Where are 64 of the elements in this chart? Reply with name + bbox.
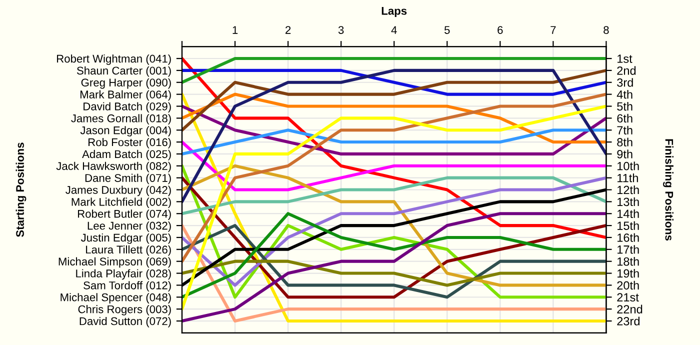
category-label: David Sutton (072) [80, 316, 171, 328]
line-series [182, 92, 606, 144]
y2-tick-label: 7th [617, 126, 632, 134]
line-series [182, 92, 606, 263]
y2-tick-label: 19th [618, 268, 639, 278]
y2-tick-label: 10th [618, 162, 639, 170]
y2-tick-label: 14th [618, 209, 639, 218]
y2-tick-label: 1st [618, 54, 632, 63]
category-label: Linda Playfair (028) [76, 269, 171, 280]
line-series [182, 140, 606, 192]
line-series [182, 68, 606, 132]
y2-tick-label: 11th [618, 174, 638, 182]
category-label: Jason Edgar (004) [80, 126, 171, 136]
category-label: Jack Hawksworth (082) [56, 162, 171, 172]
category-label: James Duxbury (042) [66, 186, 171, 196]
y2-tick-label: 4th [616, 90, 632, 99]
y2-tick-label: 3rd [617, 78, 633, 87]
category-label: Chris Rogers (003) [78, 305, 171, 316]
category-label: Dane Smith (071) [85, 174, 171, 184]
category-label: Greg Harper (090) [81, 78, 171, 89]
y2-tick-label: 12th [618, 185, 639, 194]
x-tick-label: 6 [498, 26, 503, 34]
y2-tick-label: 20th [617, 280, 639, 290]
y2-tick-label: 13th [618, 197, 639, 206]
category-label: James Gornall (018) [71, 114, 171, 124]
y2-axis-title: Finishing Positions [663, 139, 674, 241]
y2-tick-label: 5th [617, 102, 632, 111]
category-label: Mark Balmer (064) [80, 90, 171, 101]
y2-tick-label: 2nd [617, 66, 636, 75]
category-label: Mark Litchfield (002) [72, 198, 171, 208]
y2-tick-label: 23rd [617, 316, 640, 326]
category-label: Shaun Carter (001) [76, 66, 171, 77]
line-series [182, 68, 606, 204]
y2-tick-label: 9th [617, 150, 632, 158]
category-label: Michael Simpson (069) [58, 257, 171, 268]
x-axis-title: Laps [382, 7, 407, 17]
y2-tick-label: 6th [617, 114, 632, 123]
category-label: Michael Spencer (048) [60, 293, 171, 304]
x-tick-label: 3 [338, 26, 344, 34]
text: Starting Positions [16, 142, 26, 237]
category-label: David Batch (029) [84, 102, 171, 113]
y2-tick-label: 15th [618, 221, 639, 230]
category-label: Adam Batch (025) [82, 150, 171, 160]
category-label: Rob Foster (016) [88, 138, 171, 148]
y2-tick-label: 17th [618, 245, 639, 254]
y2-tick-label: 8th [617, 138, 632, 146]
x-tick-label: 2 [286, 26, 291, 34]
x-tick-label: 8 [604, 26, 609, 34]
x-tick-label: 5 [444, 26, 450, 34]
category-label: Sam Tordoff (012) [84, 281, 171, 292]
y2-tick-label: 22nd [617, 304, 642, 314]
category-label: Laura Tillett (026) [86, 245, 171, 256]
category-label: Justin Edgar (005) [80, 233, 171, 244]
line-series [182, 104, 606, 156]
y2-tick-label: 16th [618, 233, 639, 242]
y2-tick-label: 18th [618, 257, 639, 266]
x-tick-label: 4 [391, 26, 397, 34]
x-tick-label: 1 [232, 26, 238, 34]
category-label: Lee Jenner (032) [88, 222, 171, 232]
category-label: Robert Butler (074) [78, 210, 171, 220]
line-series [182, 176, 606, 216]
x-tick-label: 7 [550, 26, 556, 34]
category-label: Robert Wightman (041) [57, 54, 171, 65]
y2-tick-label: 21st [617, 293, 639, 302]
